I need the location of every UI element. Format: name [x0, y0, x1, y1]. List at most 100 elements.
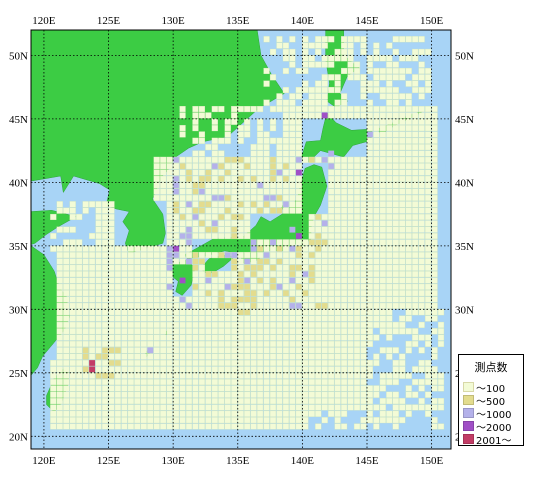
lat-label-right: 30N	[455, 304, 474, 316]
density-cell	[198, 150, 206, 157]
density-cell	[205, 271, 212, 278]
density-cell	[172, 410, 180, 417]
density-cell	[192, 410, 199, 417]
density-cell	[256, 188, 264, 195]
density-cell	[412, 118, 419, 125]
density-cell	[179, 207, 186, 214]
density-cell	[353, 334, 361, 341]
density-cell	[185, 188, 193, 195]
density-cell	[308, 245, 315, 252]
density-cell	[63, 334, 70, 341]
density-cell	[256, 321, 264, 328]
density-cell	[431, 264, 438, 271]
density-cell	[179, 252, 186, 259]
density-cell	[256, 125, 264, 132]
density-cell	[89, 379, 96, 386]
density-cell	[108, 207, 115, 214]
density-cell	[76, 309, 83, 316]
density-cell	[392, 321, 399, 328]
density-cell	[360, 366, 367, 373]
density-cell	[334, 156, 341, 163]
density-cell	[192, 201, 199, 208]
density-cell	[366, 245, 374, 252]
density-cell	[82, 277, 89, 284]
density-cell	[412, 283, 419, 290]
density-cell	[127, 423, 134, 430]
density-cell	[127, 296, 134, 303]
density-cell	[172, 188, 180, 195]
density-cell	[256, 182, 264, 189]
density-cell	[412, 328, 419, 335]
density-cell	[295, 264, 302, 271]
density-cell	[263, 131, 270, 138]
density-cell	[224, 321, 231, 328]
density-cell	[50, 385, 57, 392]
density-cell	[373, 201, 380, 208]
density-cell	[198, 379, 206, 386]
density-cell	[69, 290, 76, 297]
density-cell	[108, 290, 115, 297]
density-cell	[392, 258, 399, 265]
density-cell	[334, 232, 341, 240]
density-cell	[334, 379, 341, 386]
density-cell	[218, 271, 225, 278]
density-cell	[140, 309, 147, 316]
density-cell	[231, 156, 238, 163]
density-cell	[89, 340, 96, 347]
density-cell	[405, 391, 412, 398]
density-cell	[179, 201, 186, 208]
density-cell	[289, 55, 296, 62]
density-cell	[386, 201, 393, 208]
density-cell	[166, 156, 173, 163]
density-cell	[340, 398, 348, 405]
density-cell	[179, 156, 186, 163]
density-cell	[424, 188, 432, 195]
density-cell	[392, 417, 399, 424]
density-cell	[289, 391, 296, 398]
density-cell	[340, 309, 348, 316]
density-cell	[101, 417, 109, 424]
density-cell	[340, 163, 348, 170]
density-cell	[56, 423, 63, 430]
density-cell	[347, 156, 354, 163]
density-cell	[205, 169, 212, 176]
density-cell	[418, 169, 425, 176]
density-cell	[140, 296, 147, 303]
density-cell	[276, 239, 283, 246]
density-cell	[308, 232, 315, 240]
density-cell	[172, 366, 180, 373]
density-cell	[373, 385, 380, 392]
density-cell	[347, 264, 354, 271]
density-cell-hotspot	[89, 366, 96, 373]
density-cell	[237, 404, 244, 411]
density-cell	[185, 379, 193, 386]
density-cell	[412, 309, 419, 316]
density-cell	[353, 74, 361, 81]
density-cell	[153, 252, 160, 259]
density-cell	[237, 366, 244, 373]
density-cell	[315, 334, 322, 341]
density-cell	[386, 398, 393, 405]
density-cell	[50, 232, 57, 240]
density-cell	[179, 398, 186, 405]
density-cell	[192, 213, 199, 221]
density-cell	[114, 372, 122, 379]
density-cell	[127, 277, 134, 284]
density-cell	[263, 423, 270, 430]
density-cell	[373, 264, 380, 271]
density-cell	[392, 188, 399, 195]
density-cell	[211, 118, 218, 125]
density-cell	[276, 296, 283, 303]
density-cell	[263, 99, 270, 106]
density-cell	[315, 232, 322, 240]
density-cell	[418, 271, 425, 278]
density-cell	[269, 106, 277, 113]
density-cell	[89, 245, 96, 252]
density-cell	[244, 106, 251, 113]
density-cell	[276, 42, 283, 49]
density-cell	[386, 163, 393, 170]
density-cell	[308, 334, 315, 341]
density-cell	[76, 423, 83, 430]
density-cell	[237, 340, 244, 347]
density-cell	[89, 232, 96, 240]
